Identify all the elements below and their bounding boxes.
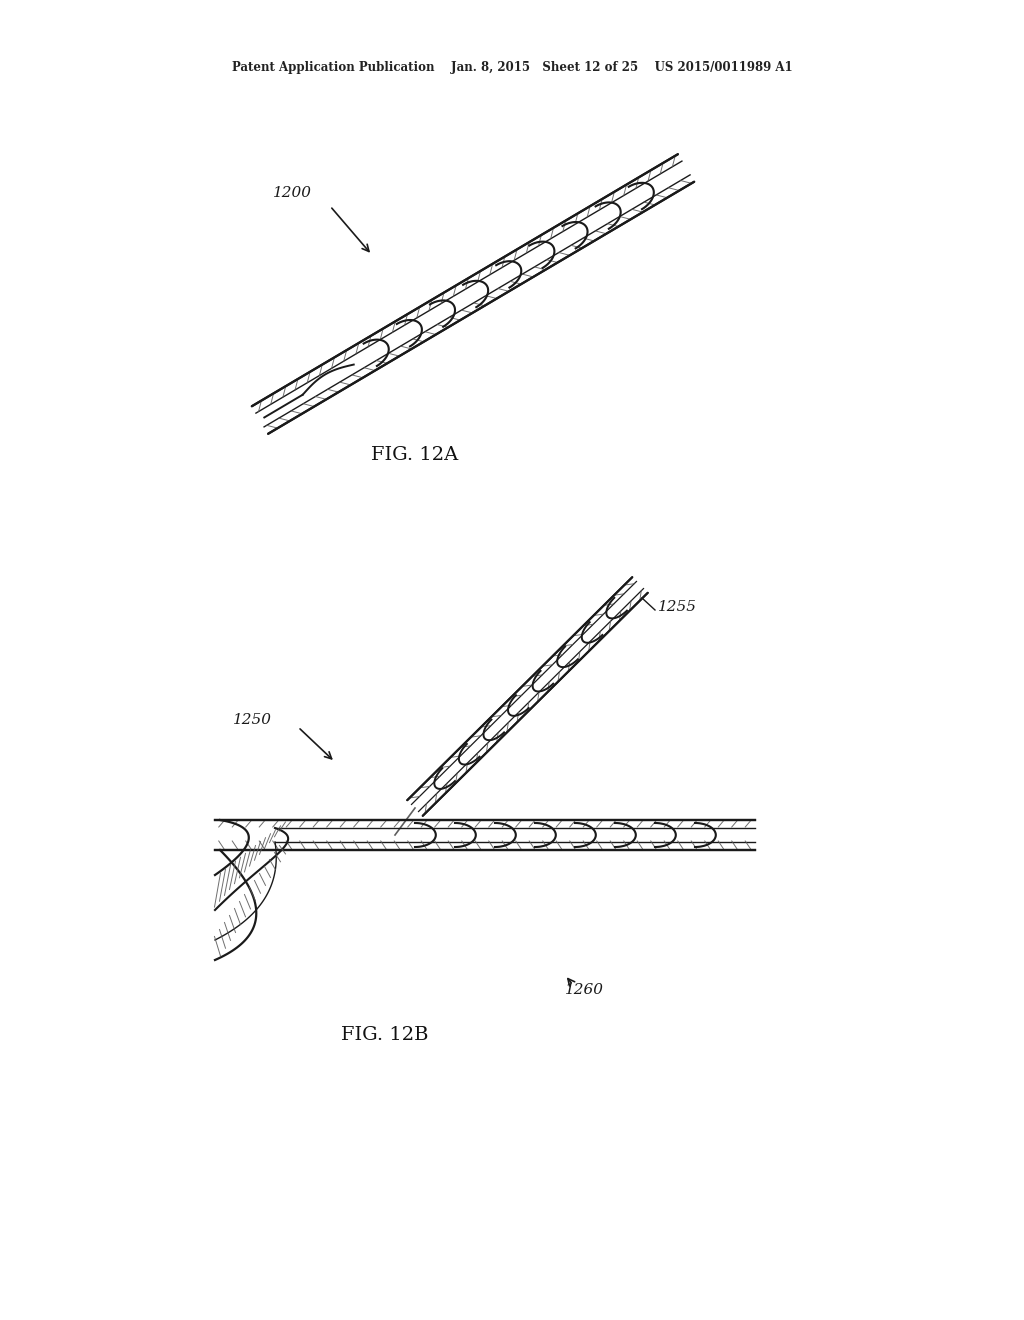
Text: FIG. 12A: FIG. 12A (372, 446, 459, 465)
Text: Patent Application Publication    Jan. 8, 2015   Sheet 12 of 25    US 2015/00119: Patent Application Publication Jan. 8, 2… (231, 62, 793, 74)
Text: FIG. 12B: FIG. 12B (341, 1026, 429, 1044)
Text: 1255: 1255 (658, 601, 697, 614)
Text: 1250: 1250 (233, 713, 272, 727)
Text: 1260: 1260 (565, 983, 604, 997)
Text: 1200: 1200 (273, 186, 312, 201)
